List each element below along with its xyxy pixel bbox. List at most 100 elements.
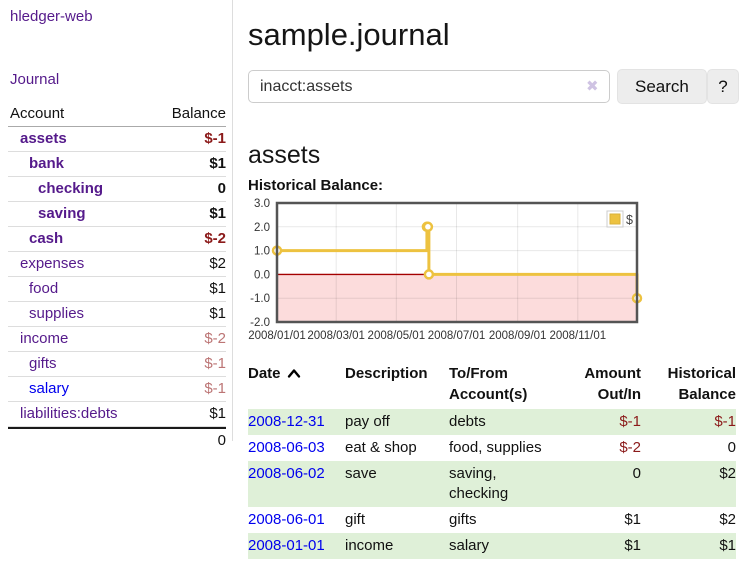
sidebar-account-row: income $-2 [8, 327, 226, 352]
y-axis-tick-label: 1.0 [254, 246, 270, 258]
register-table: Date Description To/From Account(s) Amount … [248, 361, 736, 559]
x-axis-tick-label: 2008/11/01 [549, 330, 606, 342]
register-accounts-cell: gifts [449, 511, 477, 528]
account-link[interactable]: salary [29, 380, 70, 397]
register-column-label: Amount Out/In [584, 365, 641, 403]
x-axis-tick-label: 2008/05/01 [368, 330, 426, 342]
accounts-total-row: 0 [8, 427, 226, 453]
register-column-label: Date [248, 365, 281, 382]
accounts-total-balance: 0 [217, 432, 226, 449]
register-description-cell: pay off [345, 413, 390, 430]
transaction-date-link[interactable]: 2008-01-01 [248, 537, 325, 554]
account-balance: $1 [209, 405, 226, 422]
search-input[interactable] [248, 70, 610, 103]
clear-search-icon[interactable]: ✖ [586, 78, 599, 95]
data-point-marker [423, 269, 435, 280]
account-link[interactable]: assets [20, 130, 67, 147]
register-date-cell: 2008-06-02 [248, 461, 345, 507]
historical-balance-chart: $ -2.0 -1.0 0.0 1.0 2.0 3.0 2008/01/01 2008/03/0… [248, 198, 643, 342]
register-accounts-cell: salary [449, 537, 490, 554]
register-row: 2008-06-01 gift gifts $1 $2 [248, 507, 736, 533]
sidebar-account-row: food $1 [8, 277, 226, 302]
help-button[interactable]: ? [707, 69, 739, 104]
account-balance: $1 [209, 205, 226, 222]
sidebar-account-row: expenses $2 [8, 252, 226, 277]
negative-region [277, 274, 637, 322]
register-row: 2008-01-01 income salary $1 $1 [248, 533, 736, 559]
x-axis-tick-label: 2008/07/01 [428, 330, 486, 342]
register-column-header: Description [345, 361, 449, 409]
y-axis-tick-label: 3.0 [254, 198, 270, 210]
register-description-cell: gift [345, 511, 366, 528]
sidebar-account-row: cash $-2 [8, 227, 226, 252]
account-link[interactable]: checking [38, 180, 104, 197]
account-link[interactable]: supplies [29, 305, 85, 322]
transaction-date-link[interactable]: 2008-06-02 [248, 465, 325, 482]
account-balance: $-1 [204, 130, 226, 147]
transaction-date-link[interactable]: 2008-06-03 [248, 439, 325, 456]
register-row: 2008-06-02 save saving, checking 0 $2 [248, 461, 736, 507]
register-row: 2008-06-03 eat & shop food, supplies $-2 0 [248, 435, 736, 461]
sidebar-account-row: checking 0 [8, 177, 226, 202]
page-title: sample.journal [248, 16, 450, 52]
register-balance-cell: $-1 [714, 413, 736, 430]
sidebar-account-row: salary $-1 [8, 377, 226, 402]
register-column-header: To/From Account(s) [449, 361, 553, 409]
account-link[interactable]: bank [29, 155, 65, 172]
search-button[interactable]: Search [617, 69, 707, 104]
x-axis-tick-label: 2008/03/01 [307, 330, 365, 342]
register-column-label: Description [345, 365, 428, 382]
y-axis-tick-label: -1.0 [250, 293, 270, 305]
account-balance: $2 [209, 255, 226, 272]
sidebar-account-row: gifts $-1 [8, 352, 226, 377]
register-amount-cell: $-2 [619, 439, 641, 456]
account-link[interactable]: gifts [29, 355, 57, 372]
transaction-date-link[interactable]: 2008-06-01 [248, 511, 325, 528]
account-column-header: Account [10, 105, 65, 122]
account-link[interactable]: saving [38, 205, 86, 222]
account-balance: $-1 [204, 355, 226, 372]
register-description-cell: income [345, 537, 394, 554]
account-balance: $-2 [204, 230, 226, 247]
register-amount-cell: 0 [632, 465, 641, 482]
accounts-table: Account Balance assets $-1 bank $1 checking 0… [8, 102, 226, 453]
account-link[interactable]: food [29, 280, 59, 297]
register-column-label: To/From Account(s) [449, 365, 528, 403]
sidebar: hledger-web Journal Account Balance asse… [0, 0, 233, 449]
sidebar-account-row: bank $1 [8, 152, 226, 177]
register-accounts-cell: debts [449, 413, 486, 430]
register-date-cell: 2008-06-03 [248, 435, 345, 461]
brand-link[interactable]: hledger-web [10, 8, 93, 25]
register-date-cell: 2008-12-31 [248, 409, 345, 435]
register-accounts-cell: food, supplies [449, 439, 542, 456]
account-balance: 0 [217, 180, 226, 197]
y-axis-tick-label: 2.0 [254, 222, 270, 234]
data-point-marker [422, 221, 434, 233]
account-balance: $1 [209, 155, 226, 172]
account-link[interactable]: cash [29, 230, 64, 247]
sidebar-account-row: liabilities:debts $1 [8, 402, 226, 427]
x-axis-tick-label: 2008/09/01 [489, 330, 547, 342]
account-link[interactable]: liabilities:debts [20, 405, 118, 422]
register-column-header: Amount Out/In [553, 361, 641, 409]
register-balance-cell: $2 [719, 511, 736, 528]
chart-title: Historical Balance: [248, 177, 384, 194]
transaction-date-link[interactable]: 2008-12-31 [248, 413, 325, 430]
legend-color-swatch [609, 213, 621, 225]
register-amount-cell: $-1 [619, 413, 641, 430]
legend-label: $ [626, 213, 633, 227]
account-link[interactable]: income [20, 330, 69, 347]
sidebar-account-row: supplies $1 [8, 302, 226, 327]
account-balance: $1 [209, 305, 226, 322]
account-balance: $1 [209, 280, 226, 297]
account-balance: $-2 [204, 330, 226, 347]
register-column-header: Historical Balance [641, 361, 736, 409]
account-link[interactable]: expenses [20, 255, 85, 272]
account-heading: assets [248, 140, 321, 169]
sidebar-account-row: assets $-1 [8, 127, 226, 152]
register-header-row: Date Description To/From Account(s) Amount … [248, 361, 736, 409]
sidebar-item-journal[interactable]: Journal [10, 71, 60, 88]
register-date-cell: 2008-06-01 [248, 507, 345, 533]
y-axis-tick-label: -2.0 [250, 317, 270, 329]
register-column-header[interactable]: Date [248, 361, 345, 409]
